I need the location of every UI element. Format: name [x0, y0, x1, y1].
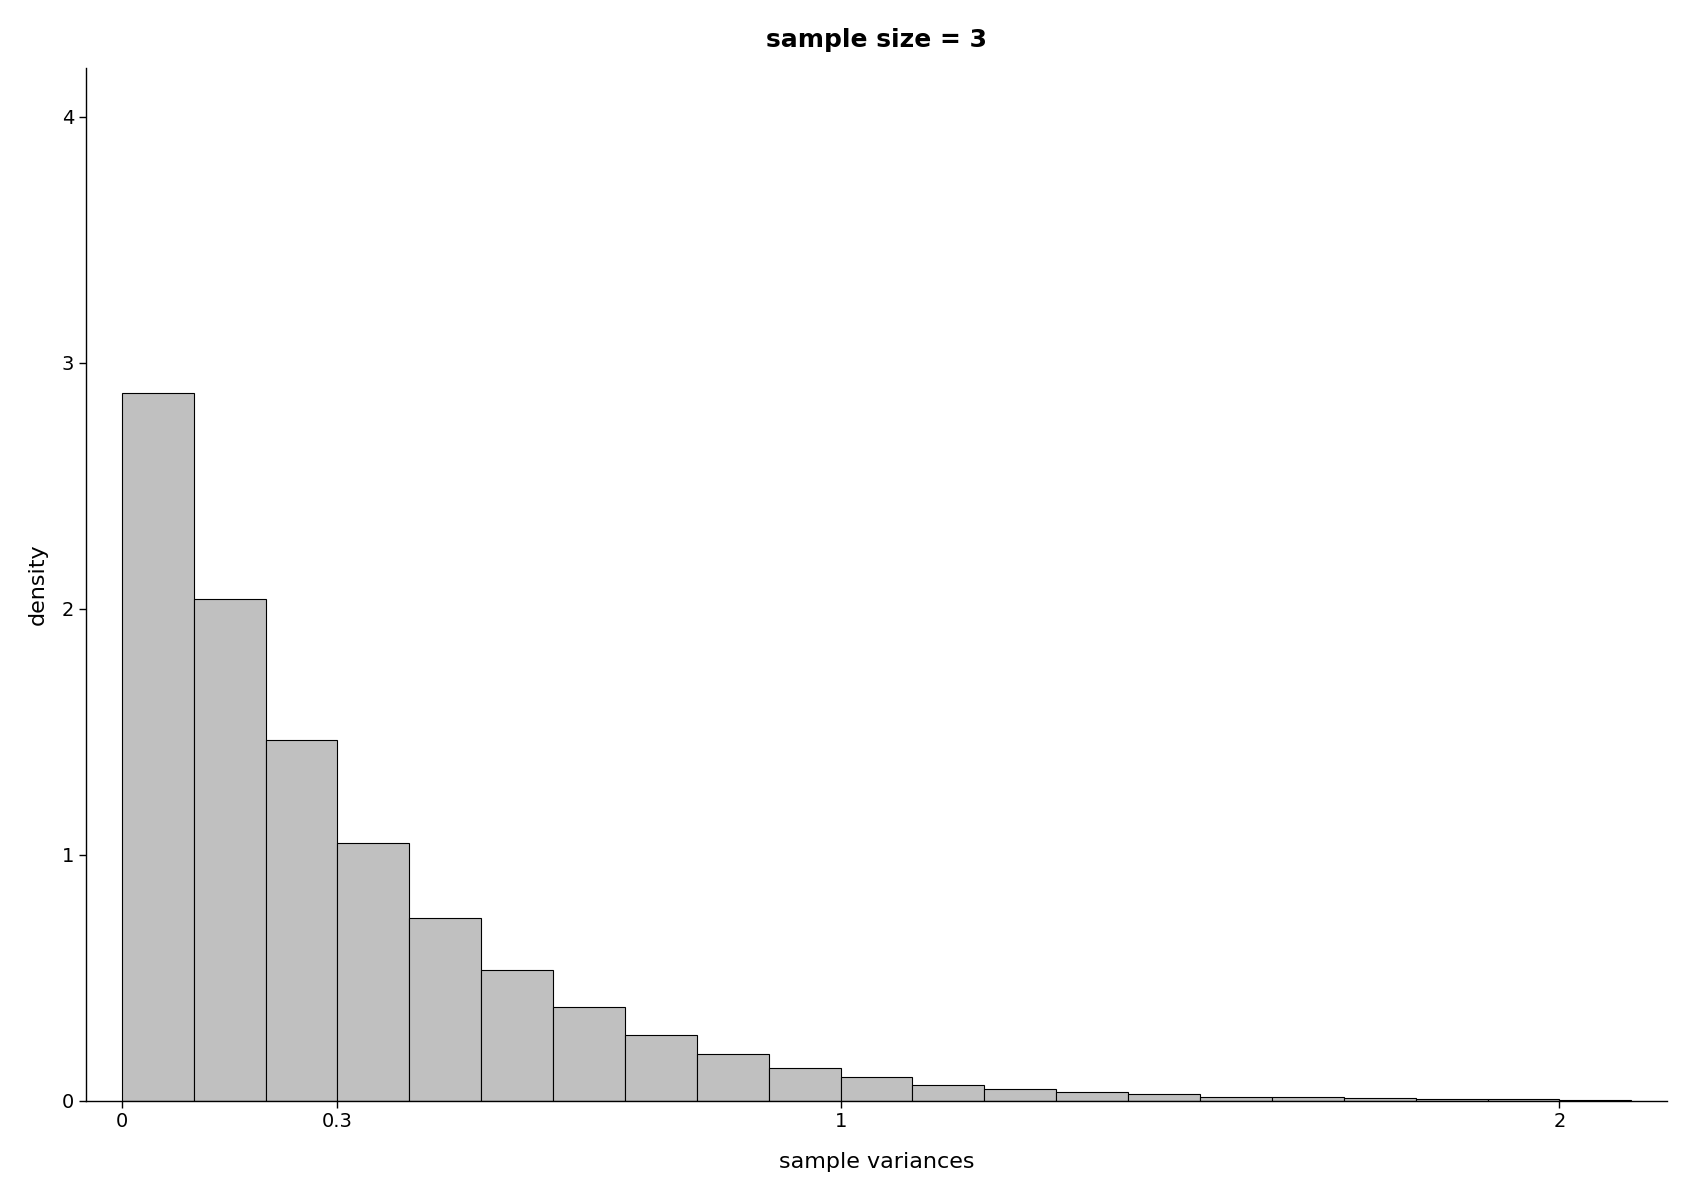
Bar [1200, 1097, 1271, 1100]
Bar [337, 844, 408, 1100]
Bar [1488, 1099, 1559, 1100]
Bar [697, 1054, 770, 1100]
Bar [553, 1007, 625, 1100]
Bar [481, 970, 553, 1100]
Bar [1129, 1094, 1200, 1100]
Title: sample size = 3: sample size = 3 [766, 28, 986, 52]
Bar [193, 599, 266, 1100]
Bar [1056, 1092, 1129, 1100]
Bar [770, 1068, 841, 1100]
Bar [1271, 1098, 1344, 1100]
Bar [985, 1088, 1056, 1100]
Bar [122, 392, 193, 1100]
Bar [841, 1078, 912, 1100]
Bar [912, 1085, 985, 1100]
Bar [1415, 1099, 1488, 1100]
X-axis label: sample variances: sample variances [778, 1152, 975, 1172]
Bar [408, 918, 481, 1100]
Bar [266, 739, 337, 1100]
Y-axis label: density: density [27, 544, 47, 625]
Bar [1344, 1098, 1415, 1100]
Bar [625, 1036, 697, 1100]
